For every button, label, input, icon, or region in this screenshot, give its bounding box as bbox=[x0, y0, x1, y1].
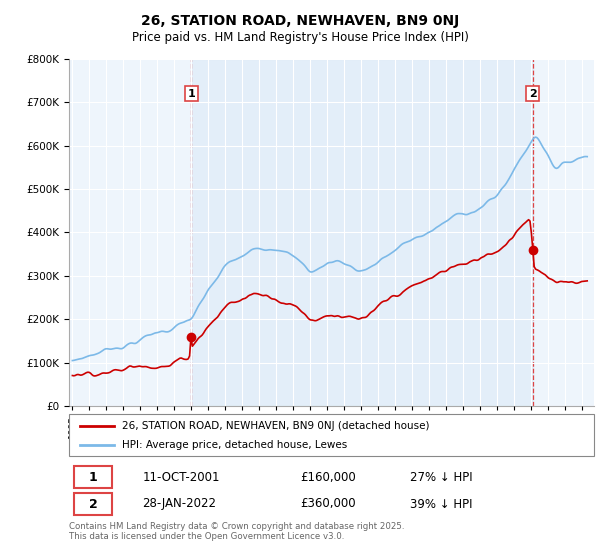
Text: 2: 2 bbox=[529, 88, 537, 99]
Text: 39% ↓ HPI: 39% ↓ HPI bbox=[410, 497, 473, 511]
FancyBboxPatch shape bbox=[74, 493, 112, 515]
Text: HPI: Average price, detached house, Lewes: HPI: Average price, detached house, Lewe… bbox=[121, 440, 347, 450]
Bar bbox=[191, 59, 533, 406]
Text: Price paid vs. HM Land Registry's House Price Index (HPI): Price paid vs. HM Land Registry's House … bbox=[131, 31, 469, 44]
Text: £160,000: £160,000 bbox=[300, 470, 356, 484]
Text: 26, STATION ROAD, NEWHAVEN, BN9 0NJ: 26, STATION ROAD, NEWHAVEN, BN9 0NJ bbox=[141, 14, 459, 28]
Text: 11-OCT-2001: 11-OCT-2001 bbox=[143, 470, 220, 484]
Text: £360,000: £360,000 bbox=[300, 497, 356, 511]
Text: 2: 2 bbox=[89, 497, 98, 511]
Text: 1: 1 bbox=[89, 470, 98, 484]
Text: 28-JAN-2022: 28-JAN-2022 bbox=[143, 497, 217, 511]
Text: 26, STATION ROAD, NEWHAVEN, BN9 0NJ (detached house): 26, STATION ROAD, NEWHAVEN, BN9 0NJ (det… bbox=[121, 421, 429, 431]
FancyBboxPatch shape bbox=[69, 414, 594, 456]
FancyBboxPatch shape bbox=[74, 466, 112, 488]
Text: 1: 1 bbox=[187, 88, 195, 99]
Text: Contains HM Land Registry data © Crown copyright and database right 2025.
This d: Contains HM Land Registry data © Crown c… bbox=[69, 522, 404, 542]
Text: 27% ↓ HPI: 27% ↓ HPI bbox=[410, 470, 473, 484]
